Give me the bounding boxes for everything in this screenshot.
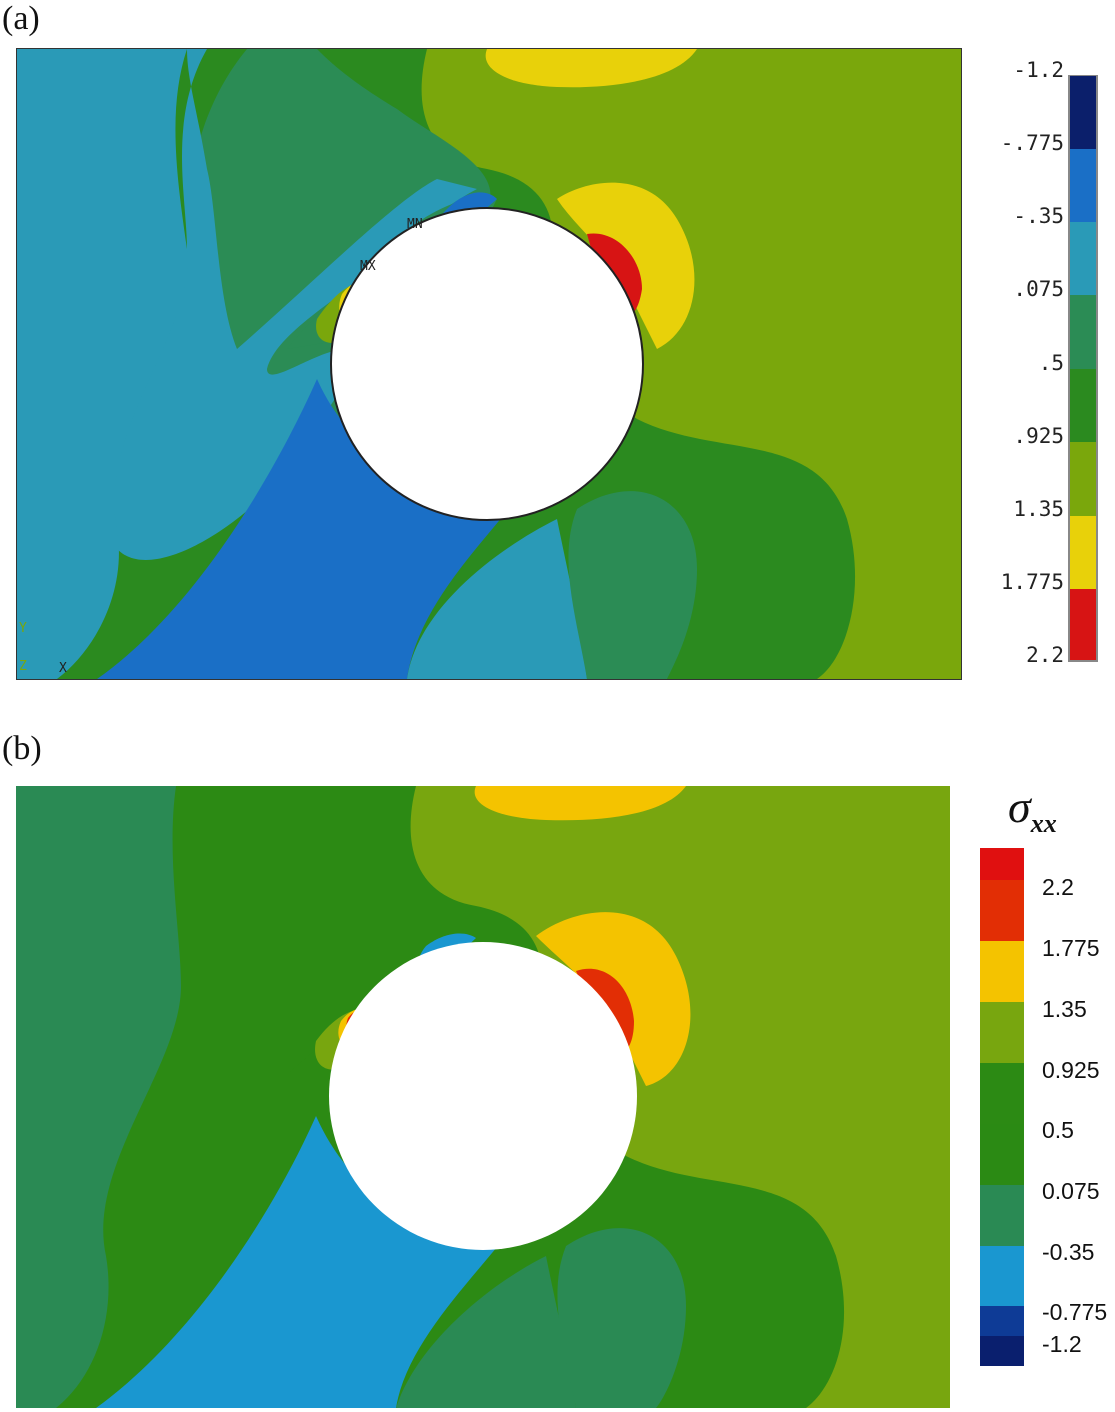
colorbar-a-band	[1069, 222, 1097, 295]
legend-a-label: 1.775	[1000, 570, 1064, 594]
legend-b: σxx 2.2 1.775 1.35 0.925 0.5 0.075 -0.35…	[975, 780, 1115, 1370]
legend-b-label: -0.35	[1042, 1239, 1095, 1265]
colorbar-b-band	[980, 1063, 1024, 1124]
legend-a-label: .925	[1013, 424, 1064, 448]
colorbar-b-band	[980, 880, 1024, 941]
legend-b-label: 1.35	[1042, 996, 1087, 1022]
colorbar-b-band	[980, 1336, 1024, 1366]
colorbar-b-band	[980, 941, 1024, 1002]
legend-a-label: .075	[1013, 277, 1064, 301]
colorbar-b-band	[980, 1246, 1024, 1306]
colorbar-a-band	[1069, 589, 1097, 661]
colorbar-b-band	[980, 1185, 1024, 1246]
colorbar-a	[1068, 75, 1098, 662]
colorbar-a-band	[1069, 442, 1097, 516]
colorbar-b-band	[980, 1002, 1024, 1063]
axis-triad-y: Y	[19, 621, 27, 636]
contour-plot-a: MN MX Y Z X	[16, 48, 962, 680]
axis-triad-x: X	[59, 661, 67, 676]
legend-b-label: 2.2	[1042, 874, 1074, 900]
legend-b-label: 0.5	[1042, 1117, 1074, 1143]
legend-a-label: -.775	[1000, 131, 1064, 155]
max-marker: MX	[360, 259, 376, 274]
legend-b-label: 1.775	[1042, 935, 1100, 961]
colorbar-b	[980, 848, 1024, 1366]
legend-a: -1.2 -.775 -.35 .075 .5 .925 1.35 1.775 …	[975, 58, 1110, 670]
axis-triad-z: Z	[19, 659, 27, 674]
panel-a-label: (a)	[2, 0, 40, 37]
contour-field-a	[17, 49, 961, 679]
legend-a-label: .5	[1038, 351, 1064, 375]
contour-plot-b	[16, 786, 950, 1408]
colorbar-b-band	[980, 1306, 1024, 1336]
legend-a-label: 2.2	[1026, 643, 1064, 667]
legend-b-label: 0.075	[1042, 1178, 1100, 1204]
colorbar-b-band	[980, 1124, 1024, 1185]
colorbar-a-band	[1069, 369, 1097, 442]
legend-b-title: σxx	[1008, 781, 1057, 839]
colorbar-a-band	[1069, 516, 1097, 589]
legend-a-label: -.35	[1013, 204, 1064, 228]
colorbar-a-band	[1069, 149, 1097, 222]
colorbar-a-band	[1069, 75, 1097, 149]
panel-b-label: (b)	[2, 730, 42, 767]
min-marker: MN	[407, 217, 423, 232]
legend-b-label: -1.2	[1042, 1331, 1082, 1357]
colorbar-b-band	[980, 848, 1024, 880]
colorbar-a-band	[1069, 295, 1097, 369]
legend-b-label: 0.925	[1042, 1057, 1100, 1083]
legend-a-label: -1.2	[1013, 58, 1064, 82]
contour-field-b	[16, 786, 950, 1408]
legend-b-label: -0.775	[1042, 1299, 1108, 1325]
legend-a-label: 1.35	[1013, 497, 1064, 521]
